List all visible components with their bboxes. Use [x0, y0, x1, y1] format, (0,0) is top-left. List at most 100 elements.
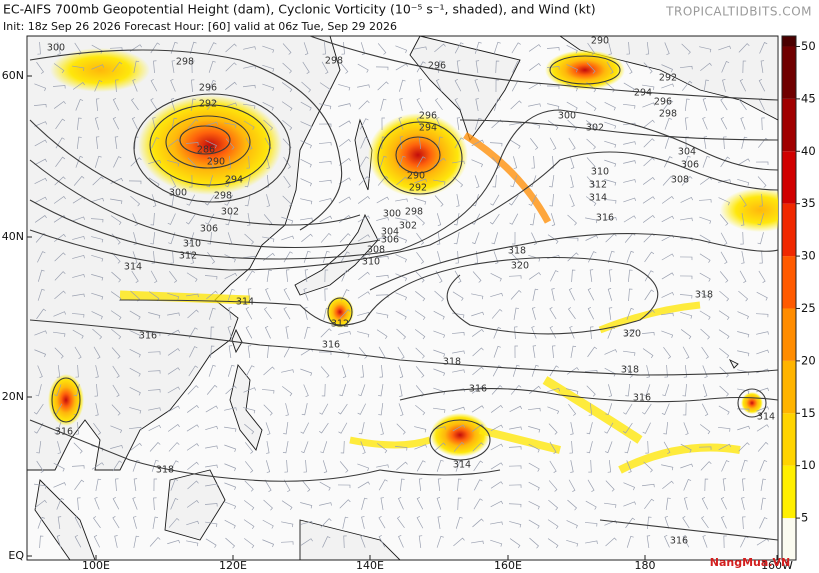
wind-barb — [265, 422, 271, 435]
wind-barb — [376, 329, 388, 339]
wind-barb — [112, 384, 120, 397]
subtitle: Init: 18z Sep 26 2026 Forecast Hour: [60… — [3, 20, 397, 33]
wind-barb — [416, 232, 425, 245]
wind-barb — [395, 292, 407, 301]
wind-barb — [247, 288, 252, 301]
wind-barb — [662, 176, 674, 186]
wind-barb — [490, 500, 504, 508]
wind-barb — [737, 158, 750, 166]
wind-barb — [341, 365, 347, 378]
wind-barb — [608, 42, 612, 55]
wind-barb — [490, 462, 503, 470]
wind-barb — [604, 349, 618, 355]
wind-barb — [474, 250, 478, 264]
colorbar-tick-label: 20 — [801, 353, 816, 367]
wind-barb — [510, 100, 522, 110]
wind-barb — [531, 364, 539, 377]
wind-barb — [246, 155, 250, 169]
wind-barb — [702, 98, 708, 111]
contour-label: 320 — [623, 329, 641, 340]
wind-barb — [263, 119, 274, 131]
wind-barb — [723, 535, 727, 549]
wind-barb — [129, 349, 141, 358]
wind-barb — [112, 61, 123, 73]
wind-barb — [475, 98, 479, 111]
wind-barb — [74, 515, 82, 529]
wind-barb — [643, 119, 655, 129]
contour-label: 312 — [589, 180, 607, 191]
wind-barb — [114, 136, 119, 149]
wind-barb — [492, 157, 501, 169]
wind-barb — [224, 102, 237, 108]
wind-barb — [262, 539, 275, 548]
wind-barb — [719, 348, 730, 359]
wind-barb — [493, 326, 502, 339]
wind-barb — [549, 365, 559, 377]
wind-barb — [338, 331, 351, 335]
wind-barb — [531, 232, 538, 246]
wind-barb — [129, 407, 142, 414]
wind-barb — [72, 329, 84, 339]
wind-barb — [663, 441, 671, 455]
wind-barb — [737, 331, 750, 338]
wind-barb — [436, 535, 444, 548]
wind-barb — [551, 288, 555, 301]
wind-barb — [378, 403, 384, 416]
wind-barb — [262, 83, 275, 91]
wind-barb — [509, 139, 521, 149]
wind-barb — [663, 99, 674, 110]
wind-barb — [168, 517, 180, 528]
wind-barb — [73, 384, 80, 397]
wind-barb — [111, 347, 121, 359]
colorbar-tick-label: 5 — [801, 511, 808, 525]
wind-barb — [589, 269, 594, 282]
wind-barb — [266, 441, 270, 454]
contour-label: 296 — [428, 61, 446, 72]
wind-barb — [570, 460, 574, 473]
wind-barb — [150, 232, 156, 245]
colorbar-band — [782, 518, 796, 560]
wind-barb — [741, 136, 748, 149]
wind-barb — [225, 43, 237, 53]
wind-barb — [395, 310, 407, 320]
wind-barb — [280, 541, 294, 545]
wind-barb — [227, 364, 235, 377]
wind-barb — [436, 213, 442, 226]
wind-barb — [680, 217, 693, 222]
wind-barb — [661, 83, 674, 89]
contour-label: 292 — [659, 73, 677, 84]
wind-barb — [301, 480, 311, 492]
wind-barb — [645, 42, 650, 55]
wind-barb — [454, 137, 464, 149]
contour-label: 294 — [225, 175, 243, 186]
wind-barb — [54, 347, 64, 359]
wind-barb — [604, 441, 613, 454]
wind-barb — [244, 461, 254, 473]
wind-barb — [549, 325, 557, 339]
wind-barb — [680, 196, 694, 203]
wind-barb — [95, 478, 102, 491]
wind-barb — [604, 179, 617, 186]
wind-barb — [509, 213, 519, 225]
wind-barb — [416, 515, 424, 529]
wind-barb — [717, 426, 731, 432]
wind-barb — [415, 347, 425, 359]
wind-barb — [608, 307, 613, 320]
wind-barb — [586, 138, 596, 150]
wind-barb — [304, 307, 308, 320]
wind-barb — [529, 537, 540, 549]
colorbar-tick-label: 25 — [801, 301, 816, 315]
wind-barb — [243, 387, 257, 393]
wind-barb — [398, 534, 404, 548]
wind-barb — [415, 271, 425, 283]
wind-barb — [454, 270, 462, 284]
wind-barb — [206, 175, 213, 188]
wind-barb — [742, 60, 747, 74]
contour-label: 310 — [183, 239, 201, 250]
wind-barb — [319, 82, 331, 93]
wind-barb — [301, 233, 313, 243]
wind-barb — [472, 442, 484, 452]
wind-barb — [548, 423, 558, 435]
wind-barb — [281, 235, 294, 241]
wind-barb — [664, 534, 670, 548]
